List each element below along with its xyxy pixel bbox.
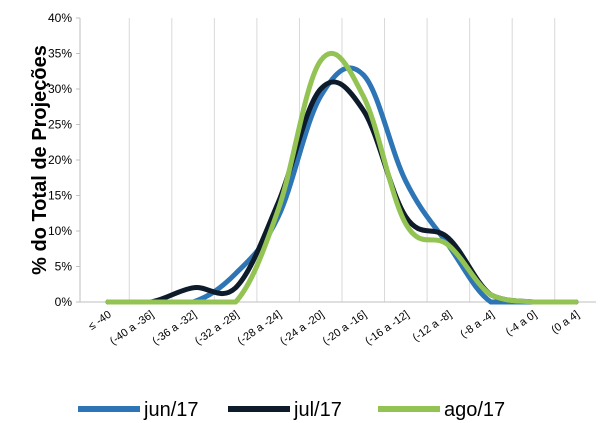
x-tick-label: (-8 a -4] — [458, 309, 496, 341]
legend-label: jul/17 — [293, 399, 342, 421]
x-tick-label: (-16 a -12] — [363, 309, 411, 348]
x-tick-label: (0 a 4] — [549, 309, 581, 337]
x-tick-label: (-20 a -16] — [321, 309, 369, 348]
x-tick-label: ≤ -40 — [86, 309, 113, 333]
axes — [79, 18, 596, 303]
y-tick-labels: 0% 5% 10% 15% 20% 25% 30% 35% 40% — [48, 11, 80, 309]
legend-label: ago/17 — [444, 399, 505, 421]
y-tick-label: 20% — [48, 153, 72, 167]
y-tick-label: 40% — [48, 11, 72, 25]
y-tick-label: 15% — [48, 189, 72, 203]
y-tick-label: 35% — [48, 47, 72, 61]
x-tick-label: (-12 a -8] — [411, 309, 454, 344]
x-tick-label: (-32 a -28] — [193, 309, 241, 348]
x-tick-labels: ≤ -40(-40 a -36](-36 a -32](-32 a -28](-… — [86, 309, 581, 348]
y-tick-label: 0% — [55, 295, 73, 309]
x-tick-label: (-36 a -32] — [150, 309, 198, 348]
y-tick-label: 5% — [55, 260, 73, 274]
x-tick-label: (-28 a -24] — [235, 309, 283, 348]
y-axis-label: % do Total de Projeções — [29, 45, 51, 275]
x-tick-label: (-4 a 0] — [504, 309, 539, 339]
x-tick-label: (-24 a -20] — [278, 309, 326, 348]
x-tick-label: (-40 a -36] — [108, 309, 156, 348]
y-tick-label: 30% — [48, 82, 72, 96]
legend: jun/17 jul/17 ago/17 — [78, 399, 505, 421]
legend-label: jun/17 — [143, 399, 199, 421]
series-line-ago-17 — [105, 51, 579, 305]
series-lines — [105, 51, 579, 305]
y-tick-label: 25% — [48, 118, 72, 132]
y-tick-label: 10% — [48, 224, 72, 238]
